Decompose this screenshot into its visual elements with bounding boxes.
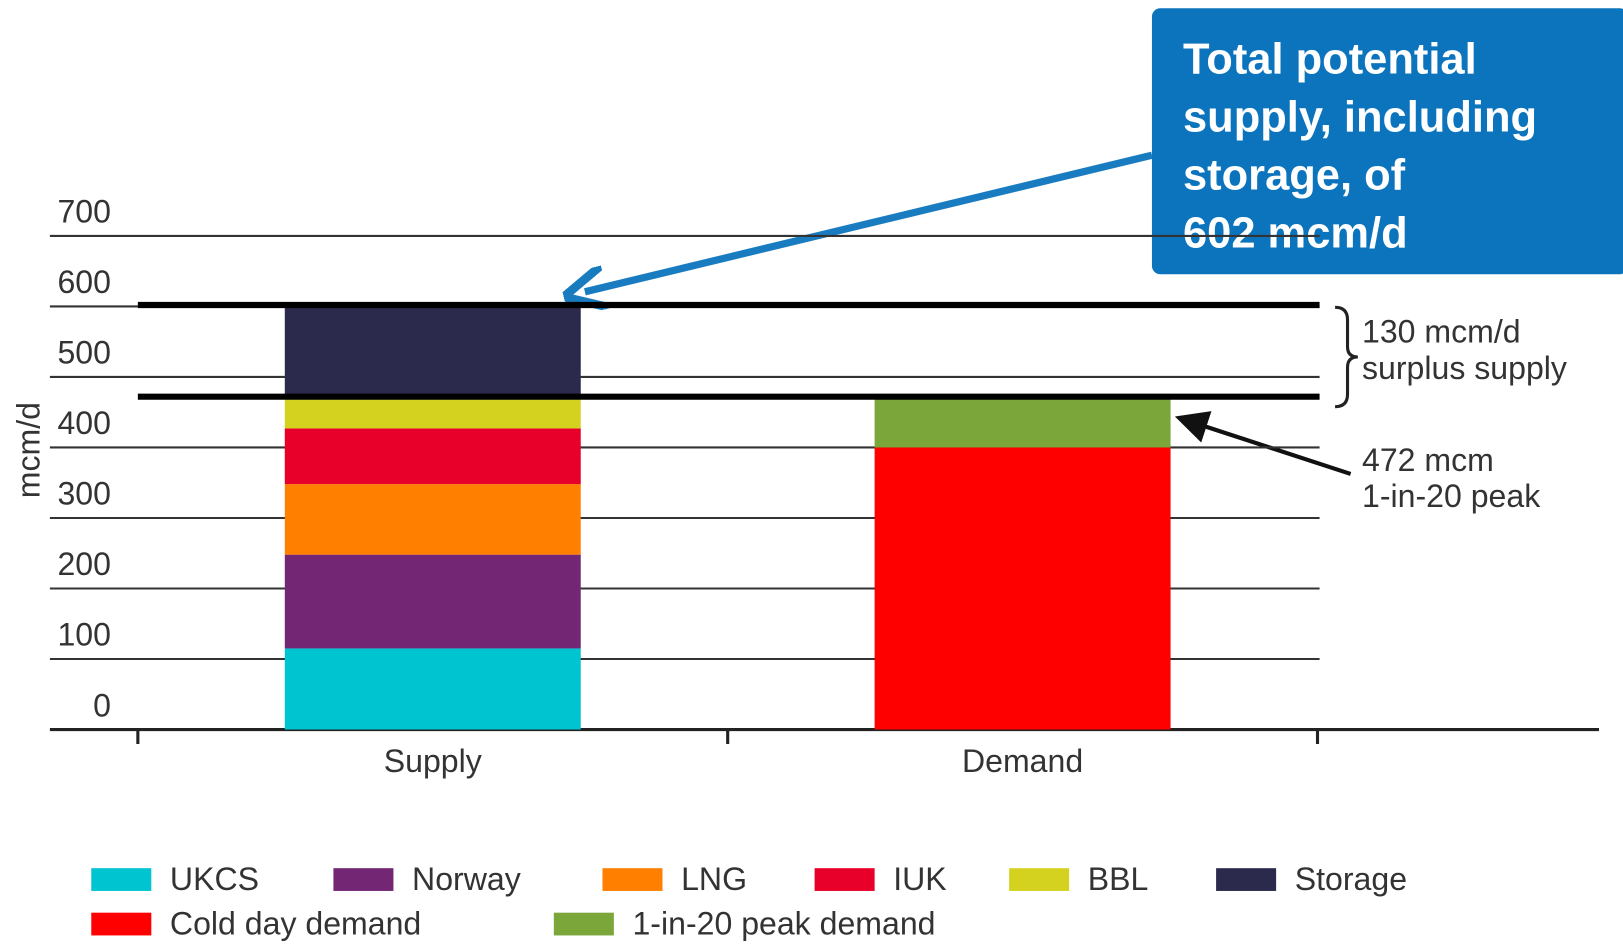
callout-box xyxy=(1151,8,1623,275)
y-axis-label: mcm/d xyxy=(11,402,47,498)
legend-swatch xyxy=(91,912,152,936)
bar-segment xyxy=(874,396,1171,448)
brace xyxy=(1335,305,1358,409)
legend-label: UKCS xyxy=(170,861,259,897)
bar-segment xyxy=(284,484,581,555)
x-tick-label: Demand xyxy=(962,743,1083,779)
callout: Total potential supply, including storage,… xyxy=(585,8,1623,292)
x-tick-label: Supply xyxy=(384,743,482,779)
bar-segment xyxy=(284,428,581,485)
y-tick-label: 600 xyxy=(57,264,111,300)
y-tick-label: 500 xyxy=(57,335,111,371)
legend-swatch xyxy=(1216,868,1277,891)
annotation-text: 1-in-20 peak xyxy=(1362,478,1541,514)
legend-label: Storage xyxy=(1295,861,1407,897)
annotation-text: 472 mcm xyxy=(1362,442,1494,478)
bar-segment xyxy=(284,554,581,649)
callout-arrow xyxy=(585,151,1153,292)
bar-segment xyxy=(874,447,1171,730)
y-tick-label: 100 xyxy=(57,617,111,653)
callout-text: supply, including xyxy=(1183,94,1537,142)
legend-label: BBL xyxy=(1088,861,1149,897)
legend-label: 1-in-20 peak demand xyxy=(632,906,935,942)
legend-label: Cold day demand xyxy=(170,906,421,942)
legend-swatch xyxy=(333,868,394,891)
bar-segment xyxy=(284,305,581,399)
callout-text: Total potential xyxy=(1183,36,1477,84)
callout-text: storage, of xyxy=(1183,151,1406,199)
y-tick-label: 200 xyxy=(57,546,111,582)
bar-segment xyxy=(284,398,581,429)
callout-text: 602 mcm/d xyxy=(1183,209,1408,257)
y-tick-label: 0 xyxy=(93,687,111,723)
legend-swatch xyxy=(602,868,663,891)
legend-label: IUK xyxy=(893,861,947,897)
legend-swatch xyxy=(1009,868,1070,891)
y-tick-label: 700 xyxy=(57,194,111,230)
annotation-text: surplus supply xyxy=(1362,350,1567,386)
legend-swatch xyxy=(814,868,875,891)
legend-swatch xyxy=(91,868,152,891)
legend-label: LNG xyxy=(681,861,747,897)
legend-label: Norway xyxy=(412,861,521,897)
y-tick-label: 400 xyxy=(57,405,111,441)
bar-segment xyxy=(284,648,581,730)
y-tick-label: 300 xyxy=(57,476,111,512)
annotation-arrow xyxy=(1174,411,1352,476)
annotation-text: 130 mcm/d xyxy=(1362,314,1521,350)
legend-swatch xyxy=(553,912,614,936)
